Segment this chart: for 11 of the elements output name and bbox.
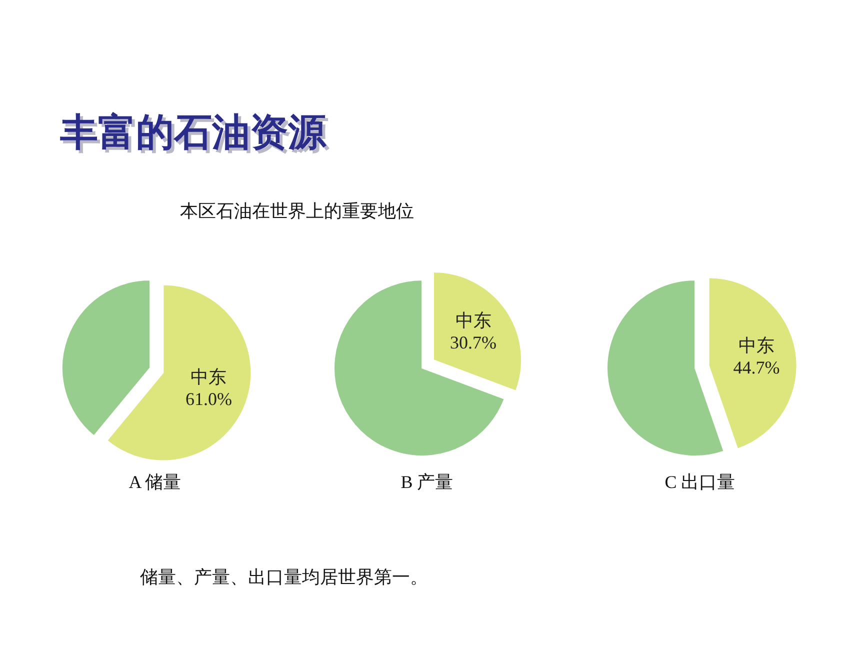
slice-label: 中东	[455, 310, 492, 330]
text: A 储量	[128, 472, 182, 492]
slice-label: 中东	[190, 367, 227, 388]
text: 本区石油在世界上的重要地位	[180, 201, 414, 221]
data-label: 61.0%	[185, 389, 232, 410]
data-label: 30.7%	[450, 332, 497, 352]
slice-label: 中东	[738, 336, 775, 356]
text: B 产量	[400, 472, 454, 492]
text: 储量、产量、出口量均居世界第一。	[140, 567, 428, 587]
text: C 出口量	[664, 472, 736, 492]
data-label: 44.7%	[733, 358, 780, 378]
